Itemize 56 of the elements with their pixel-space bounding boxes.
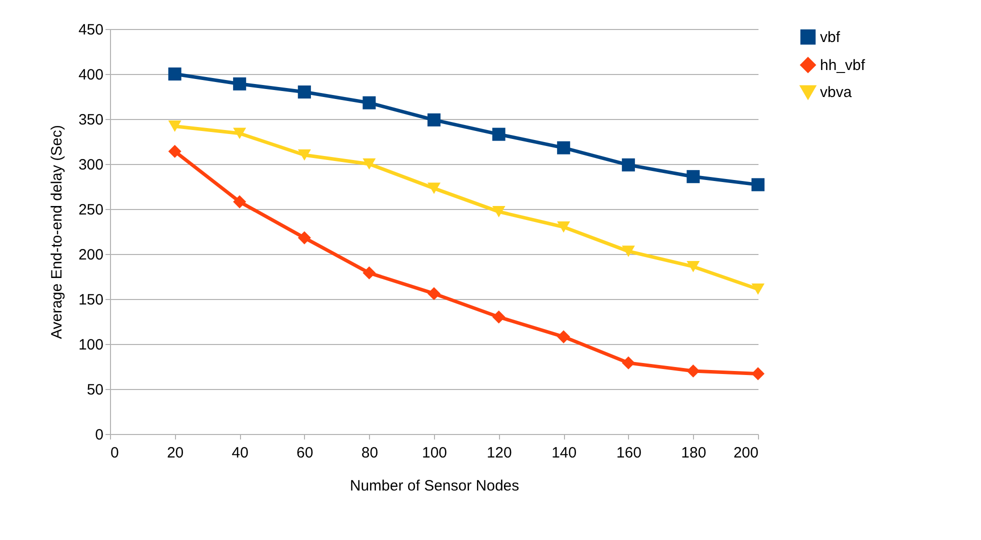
- x-tick-label: 200: [733, 444, 758, 462]
- point: [492, 310, 506, 324]
- point: [298, 231, 311, 244]
- y-tick-label: 250: [78, 202, 104, 218]
- y-tick-label: 0: [95, 426, 104, 444]
- point: [168, 67, 182, 81]
- point: [622, 158, 635, 172]
- x-tick-label: 40: [232, 444, 248, 462]
- x-tick-label: 0: [110, 444, 119, 462]
- point: [686, 260, 700, 272]
- point: [298, 149, 311, 161]
- x-tick-label: 180: [681, 444, 706, 462]
- x-tick-label: 100: [422, 444, 448, 462]
- point: [298, 85, 311, 99]
- y-tick-label: 300: [78, 156, 104, 174]
- point: [686, 364, 700, 378]
- legend-label: vbva: [820, 84, 852, 101]
- point: [751, 283, 765, 295]
- x-tick-label: 20: [166, 444, 184, 462]
- point: [492, 128, 506, 141]
- point: [751, 367, 765, 380]
- point: [622, 246, 635, 257]
- x-axis-title: Number of Sensor Nodes: [350, 478, 520, 494]
- point: [751, 178, 765, 192]
- y-axis-title: Average End-to-end delay (Sec): [48, 124, 66, 340]
- legend-label: hh_vbf: [820, 57, 866, 74]
- y-tick-label: 400: [78, 66, 104, 84]
- point: [557, 330, 570, 344]
- y-tick-label: 200: [78, 246, 104, 264]
- x-tick-label: 80: [361, 444, 378, 462]
- point: [362, 266, 376, 280]
- point: [168, 144, 182, 158]
- point: [362, 158, 376, 170]
- point: [233, 128, 246, 140]
- point: [362, 96, 376, 110]
- point: [492, 206, 506, 218]
- point: [427, 287, 441, 300]
- y-tick-label: 100: [78, 336, 104, 354]
- point: [427, 113, 441, 126]
- point: [557, 221, 570, 233]
- legend-label: vbf: [820, 29, 841, 46]
- x-tick-label: 120: [486, 444, 512, 462]
- x-tick-label: 140: [552, 444, 577, 462]
- point: [557, 141, 570, 154]
- point: [622, 356, 635, 370]
- y-tick-label: 350: [78, 112, 104, 128]
- point: [427, 182, 441, 194]
- y-tick-label: 450: [78, 22, 104, 38]
- x-tick-label: 60: [296, 444, 314, 462]
- x-tick-label: 160: [616, 444, 642, 462]
- y-tick-label: 150: [78, 292, 104, 308]
- point: [233, 77, 246, 90]
- point: [168, 120, 182, 132]
- point: [686, 170, 700, 184]
- point: [233, 195, 246, 208]
- y-tick-label: 50: [86, 382, 104, 398]
